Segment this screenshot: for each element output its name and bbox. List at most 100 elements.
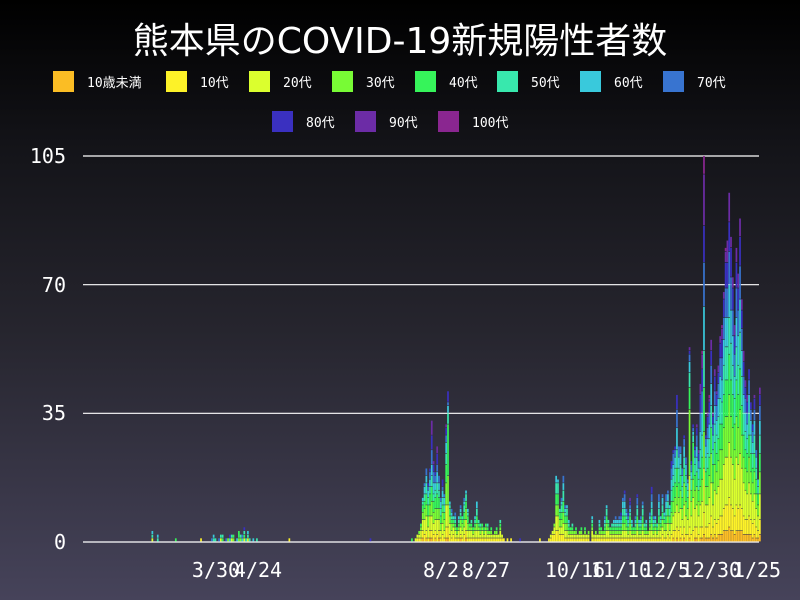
- bar-segment-50代: [659, 519, 662, 524]
- bar-segment-60代: [425, 475, 428, 483]
- bar-segment-20代: [659, 530, 662, 538]
- bar-segment-70代: [751, 431, 754, 443]
- bar-segment-60代: [751, 442, 754, 454]
- bar-2020-07-28: [432, 461, 435, 542]
- bar-segment-10代: [724, 505, 727, 531]
- bar-2021-01-17: [744, 380, 747, 542]
- bar-2020-02-23: [151, 530, 154, 542]
- bar-segment-60代: [252, 538, 255, 542]
- bar-segment-10代: [497, 538, 500, 542]
- bar-segment-50代: [665, 508, 667, 516]
- bar-2020-10-09: [564, 505, 567, 542]
- bar-2020-08-14: [463, 497, 466, 542]
- bar-segment-10代: [710, 516, 713, 535]
- bar-segment-40代: [591, 523, 594, 527]
- bar-segment-50代: [661, 505, 664, 512]
- bar-segment-40代: [679, 475, 682, 490]
- bar-segment-50代: [717, 417, 720, 439]
- bar-segment-30代: [481, 527, 484, 531]
- bar-segment-10代: [645, 538, 648, 542]
- bar-segment-30代: [654, 527, 657, 531]
- bar-2020-09-02: [497, 534, 500, 542]
- bar-segment-40代: [703, 387, 705, 432]
- bar-segment-60代: [685, 464, 687, 476]
- bar-segment-70代: [733, 354, 736, 376]
- bar-segment-20代: [688, 475, 691, 527]
- bar-2020-11-28: [654, 516, 657, 542]
- bar-segment-20代: [459, 527, 462, 535]
- bar-2021-01-21: [751, 424, 754, 542]
- bar-segment-70代: [744, 398, 747, 413]
- bar-segment-40代: [757, 494, 759, 505]
- bar-segment-50代: [749, 435, 752, 454]
- bar-segment-10代: [641, 538, 644, 542]
- bar-segment-40代: [645, 527, 648, 531]
- bar-segment-20代: [759, 494, 761, 520]
- bar-segment-10代: [753, 519, 756, 535]
- bar-segment-70代: [748, 380, 750, 395]
- bar-segment-90代: [445, 424, 448, 428]
- bar-segment-10代: [713, 519, 716, 535]
- bar-segment-10代: [704, 527, 707, 538]
- bar-segment-50代: [672, 475, 675, 487]
- bar-segment-50代: [728, 317, 731, 354]
- bar-segment-70代: [447, 402, 449, 406]
- bar-segment-30代: [634, 530, 637, 535]
- bar-2021-01-15: [740, 299, 743, 542]
- bar-segment-50代: [441, 497, 444, 505]
- bar-segment-50代: [731, 365, 734, 395]
- bar-segment-20代: [447, 505, 449, 527]
- bar-segment-50代: [701, 435, 704, 457]
- bar-segment-10代: [562, 534, 565, 542]
- bar-2020-10-24: [591, 516, 594, 542]
- bar-segment-20代: [672, 516, 675, 531]
- bar-segment-70代: [614, 516, 617, 520]
- bar-2021-01-03: [719, 336, 722, 542]
- bar-segment-20代: [634, 534, 637, 538]
- bar-segment-70代: [454, 512, 457, 516]
- bar-segment-10代: [625, 538, 628, 542]
- bar-segment-80代: [715, 394, 718, 406]
- bar-segment-20代: [611, 534, 613, 538]
- bar-segment-20代: [484, 530, 487, 538]
- bar-segment-10代: [551, 534, 554, 542]
- bar-segment-40代: [668, 516, 671, 524]
- bar-segment-30代: [614, 530, 617, 535]
- bar-segment-20代: [661, 527, 664, 535]
- bar-segment-40代: [174, 538, 177, 542]
- bar-segment-40代: [681, 497, 684, 509]
- bar-segment-80代: [717, 372, 720, 384]
- bar-segment-50代: [221, 534, 224, 538]
- bar-2020-10-29: [600, 527, 603, 542]
- bar-segment-60代: [620, 519, 622, 524]
- bar-segment-20代: [454, 530, 457, 538]
- bar-segment-30代: [447, 475, 449, 505]
- bar-segment-30代: [611, 530, 613, 535]
- bar-segment-60代: [692, 431, 695, 435]
- bar-segment-50代: [641, 508, 644, 516]
- bar-segment-60代: [629, 508, 631, 512]
- bar-segment-20代: [551, 530, 554, 535]
- bar-segment-50代: [712, 450, 714, 465]
- bar-segment-10代: [472, 538, 475, 542]
- bar-segment-10歳未満: [722, 530, 725, 542]
- bar-segment-50代: [567, 523, 570, 527]
- bar-segment-20代: [681, 519, 684, 535]
- bar-segment-30代: [459, 519, 462, 527]
- legend-item: 40代: [415, 70, 478, 92]
- bar-segment-70代: [450, 508, 453, 512]
- bar-segment-30代: [484, 527, 487, 531]
- bar-segment-90代: [717, 365, 720, 373]
- bar-2020-11-21: [641, 501, 644, 542]
- bar-segment-30代: [737, 428, 740, 465]
- bar-segment-30代: [685, 501, 687, 516]
- bar-segment-30代: [656, 530, 658, 535]
- bar-segment-50代: [629, 512, 631, 516]
- legend-label: 20代: [283, 75, 312, 91]
- legend-item: 10歳未満: [53, 70, 142, 92]
- bar-2021-01-08: [728, 192, 731, 542]
- bar-segment-30代: [668, 523, 671, 531]
- bar-segment-10代: [602, 538, 604, 542]
- bar-segment-30代: [652, 530, 655, 535]
- bar-segment-30代: [647, 530, 649, 535]
